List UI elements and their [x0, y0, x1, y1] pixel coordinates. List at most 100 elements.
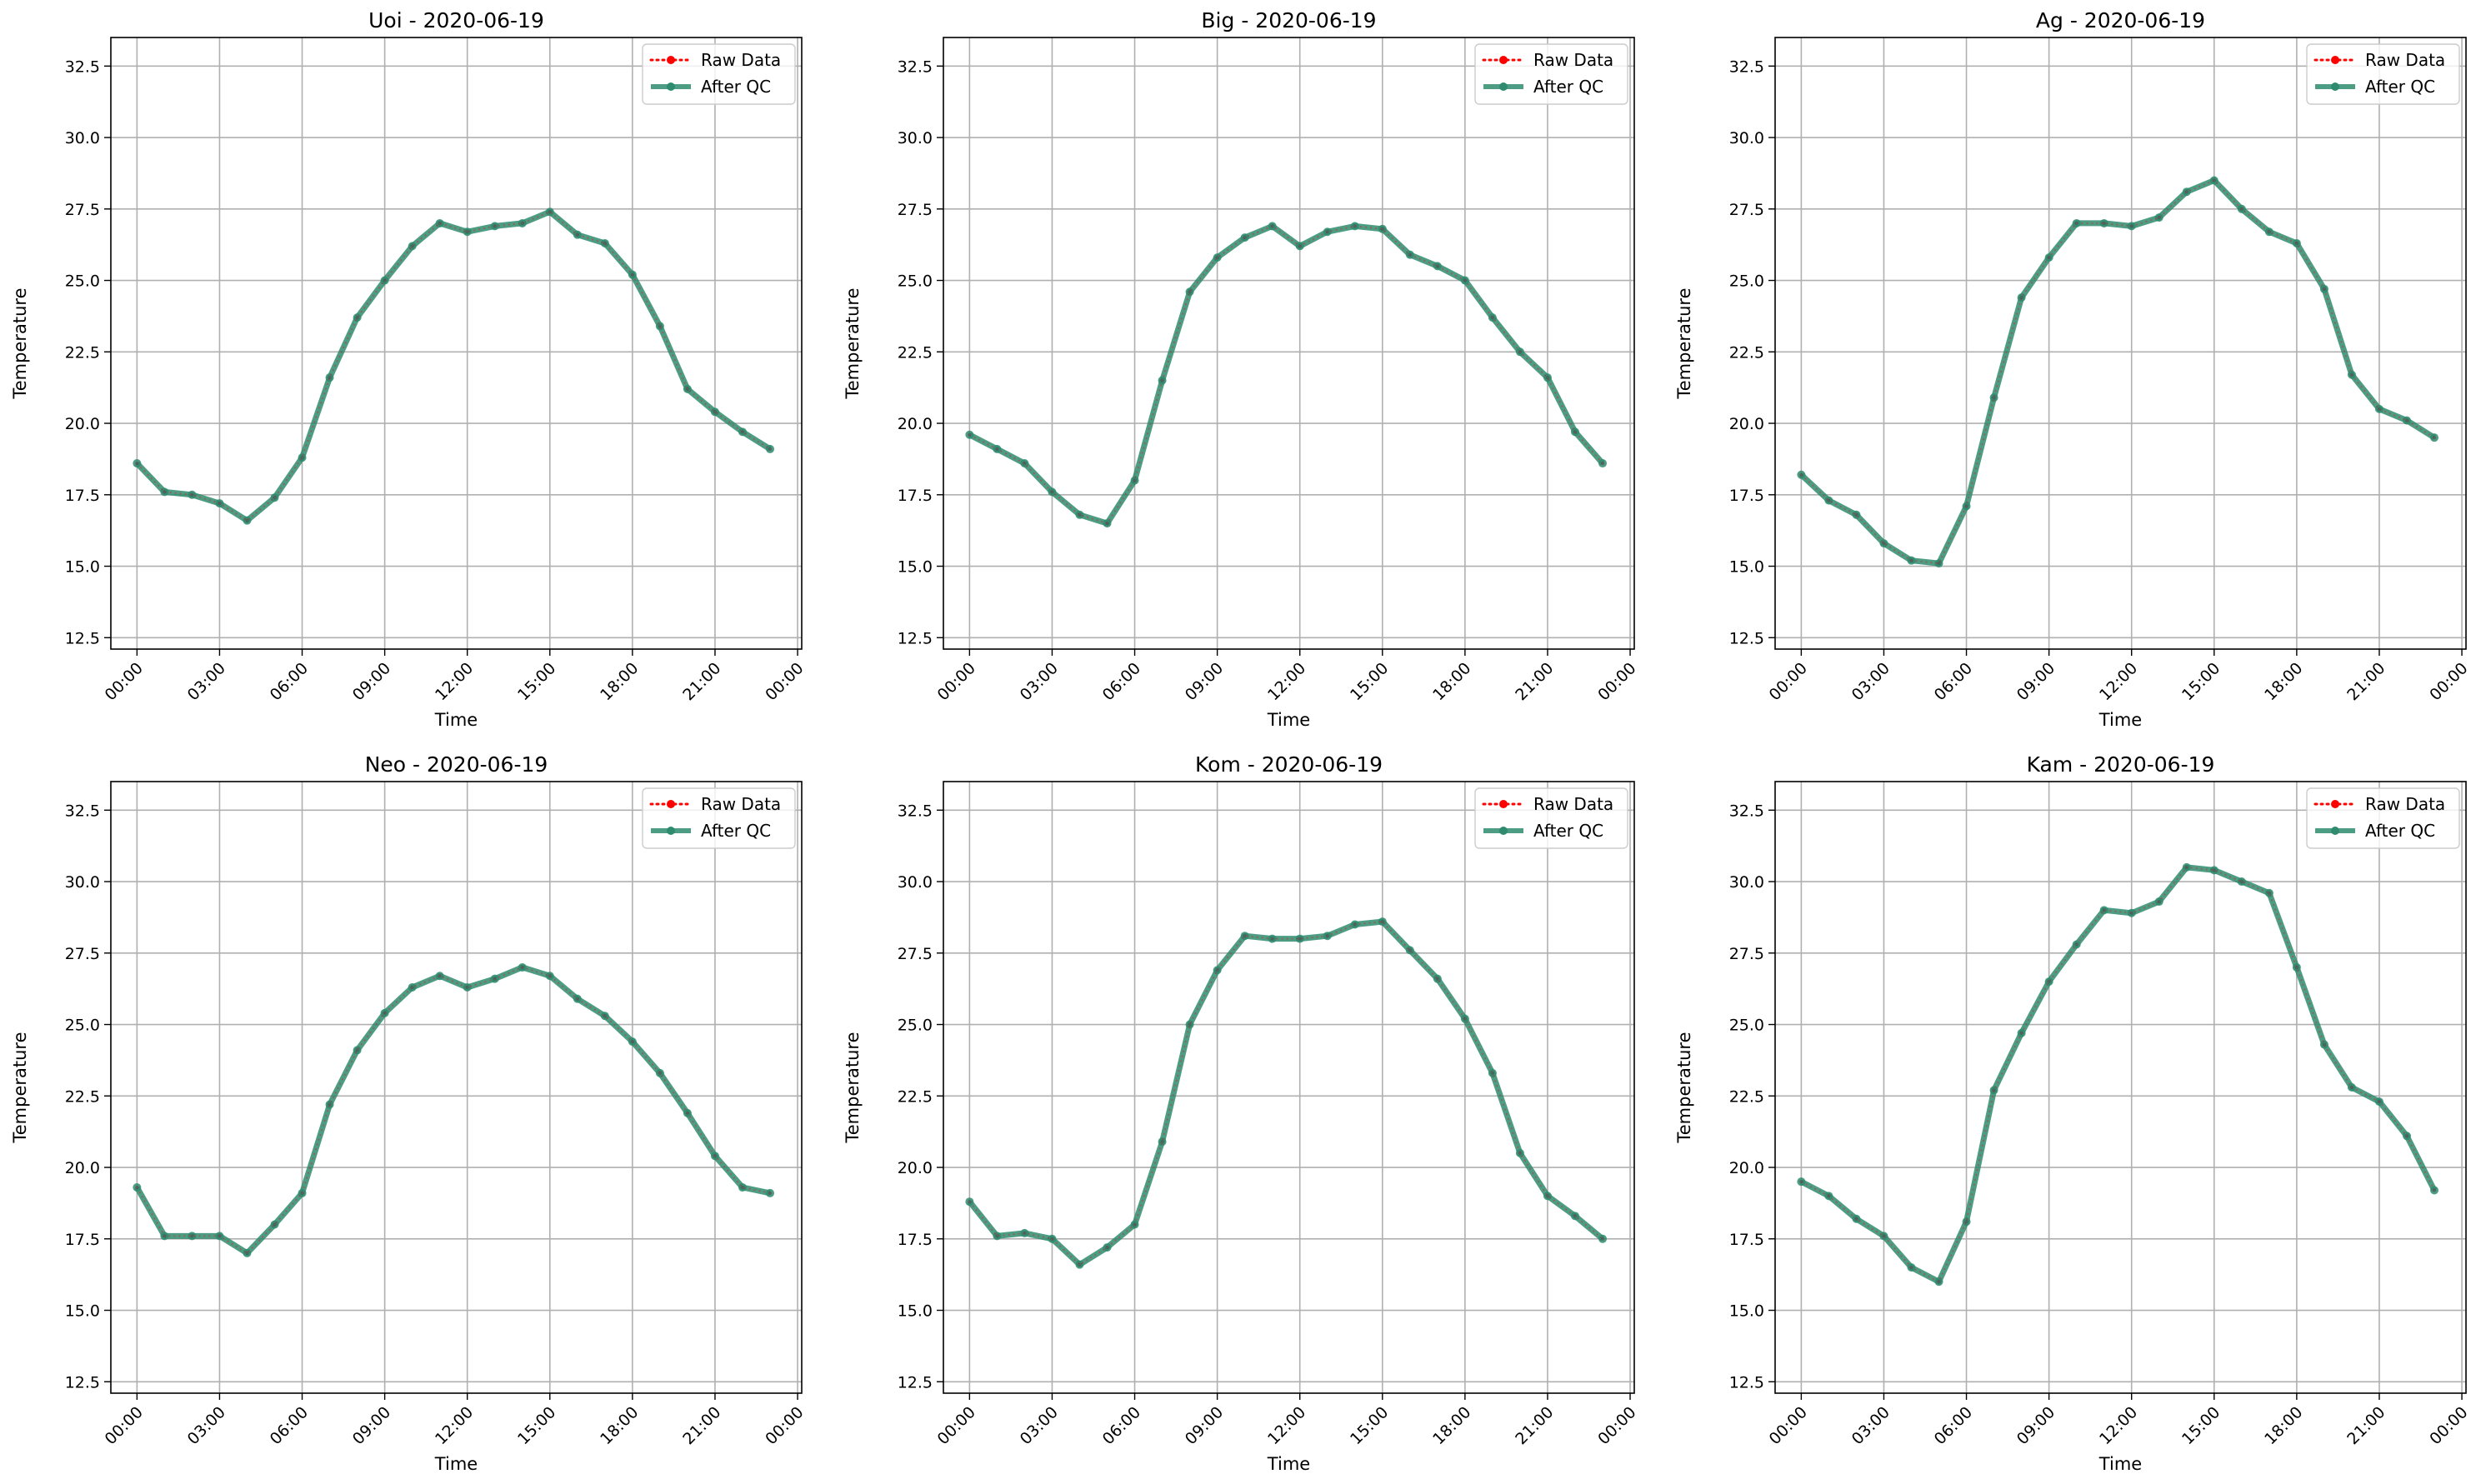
- point-raw-data: [2212, 178, 2216, 182]
- point-raw-data: [1854, 1217, 1858, 1221]
- point-raw-data: [1243, 235, 1247, 240]
- point-raw-data: [1160, 378, 1164, 382]
- point-raw-data: [1909, 558, 1913, 562]
- y-tick-label: 22.5: [1729, 1087, 1764, 1106]
- point-raw-data: [2322, 287, 2327, 292]
- point-raw-data: [1353, 224, 1357, 228]
- point-raw-data: [2239, 879, 2244, 884]
- y-tick-label: 22.5: [898, 1087, 933, 1106]
- plot-area: [1797, 176, 2439, 568]
- y-axis: 12.5 15.0 17.5 20.0 22.5 25.0 27.5 30.0 32.5: [65, 57, 111, 647]
- point-raw-data: [1050, 1237, 1054, 1241]
- point-raw-data: [2184, 865, 2188, 870]
- y-axis-label: Temperature: [1674, 287, 1694, 399]
- y-tick-label: 15.0: [898, 558, 933, 577]
- y-tick-label: 25.0: [1729, 272, 1764, 291]
- point-raw-data: [2102, 221, 2106, 226]
- y-axis-label: Temperature: [10, 287, 30, 399]
- point-raw-data: [1160, 1139, 1164, 1144]
- legend-marker-after-qc: [2331, 827, 2339, 835]
- y-tick-label: 20.0: [898, 415, 933, 433]
- y-tick-label: 30.0: [65, 873, 100, 892]
- point-raw-data: [300, 1191, 304, 1196]
- series-line-raw-data: [968, 921, 1603, 1266]
- legend: Raw Data After QC: [642, 43, 796, 105]
- point-raw-data: [438, 974, 442, 978]
- point-raw-data: [1463, 1017, 1468, 1021]
- y-tick-label: 15.0: [1729, 558, 1764, 577]
- y-tick-label: 20.0: [1729, 1159, 1764, 1177]
- y-tick-label: 22.5: [898, 343, 933, 362]
- point-raw-data: [245, 1251, 249, 1256]
- point-raw-data: [465, 230, 469, 234]
- x-axis-label: Time: [1267, 1454, 1310, 1474]
- series-line-raw-data: [1800, 179, 2435, 565]
- point-raw-data: [1215, 968, 1219, 972]
- point-raw-data: [1435, 977, 1440, 981]
- y-tick-label: 32.5: [65, 802, 100, 820]
- series-line-after-qc: [1799, 177, 2436, 567]
- point-raw-data: [1490, 1071, 1495, 1076]
- point-raw-data: [1380, 227, 1384, 232]
- y-tick-label: 27.5: [1729, 201, 1764, 219]
- legend: Raw Data After QC: [1474, 787, 1628, 849]
- y-tick-label: 22.5: [65, 343, 100, 362]
- y-tick-label: 17.5: [65, 1231, 100, 1249]
- point-raw-data: [2239, 207, 2244, 211]
- point-raw-data: [1408, 948, 1413, 952]
- y-axis: 12.5 15.0 17.5 20.0 22.5 25.0 27.5 30.0 32.5: [65, 802, 111, 1392]
- legend-marker-after-qc: [1499, 827, 1508, 835]
- point-raw-data: [328, 375, 332, 380]
- point-raw-data: [2157, 899, 2161, 904]
- x-axis-label: Time: [434, 710, 478, 730]
- point-raw-data: [713, 1154, 718, 1158]
- point-raw-data: [630, 272, 635, 277]
- y-tick-label: 27.5: [898, 945, 933, 963]
- legend-label-raw-data: Raw Data: [701, 794, 781, 814]
- y-tick-label: 32.5: [1729, 57, 1764, 76]
- point-raw-data: [2322, 1042, 2327, 1047]
- legend-marker-after-qc: [1499, 82, 1508, 91]
- point-raw-data: [355, 315, 359, 320]
- legend: Raw Data After QC: [1474, 43, 1628, 105]
- point-raw-data: [1545, 375, 1550, 380]
- point-raw-data: [968, 1199, 972, 1204]
- legend-label-after-qc: After QC: [1533, 77, 1603, 97]
- point-raw-data: [548, 210, 552, 214]
- point-raw-data: [1573, 1214, 1578, 1218]
- point-raw-data: [163, 490, 167, 494]
- y-axis-label: Temperature: [10, 1032, 30, 1143]
- plot-frame: [1774, 37, 2467, 650]
- y-tick-label: 17.5: [65, 487, 100, 505]
- plot-area: [1797, 862, 2439, 1287]
- point-raw-data: [1298, 937, 1302, 941]
- point-raw-data: [300, 455, 304, 460]
- point-raw-data: [1964, 504, 1968, 508]
- point-raw-data: [2047, 255, 2051, 260]
- y-tick-label: 32.5: [898, 802, 933, 820]
- y-tick-label: 30.0: [1729, 873, 1764, 892]
- y-tick-label: 15.0: [65, 558, 100, 577]
- point-raw-data: [410, 244, 414, 248]
- y-tick-label: 17.5: [1729, 1231, 1764, 1249]
- point-raw-data: [768, 447, 773, 452]
- y-tick-label: 20.0: [898, 1159, 933, 1177]
- x-axis-label: Time: [2098, 1454, 2142, 1474]
- legend-marker-raw-data: [667, 800, 675, 808]
- grid: [1775, 782, 2466, 1393]
- y-tick-label: 20.0: [65, 415, 100, 433]
- plot-frame: [110, 781, 803, 1394]
- point-raw-data: [2349, 1085, 2354, 1090]
- series-line-after-qc: [1799, 864, 2438, 1285]
- point-raw-data: [1188, 1022, 1192, 1027]
- point-raw-data: [383, 278, 387, 282]
- point-raw-data: [2294, 965, 2299, 970]
- y-tick-label: 30.0: [1729, 129, 1764, 147]
- point-raw-data: [1490, 315, 1495, 320]
- point-raw-data: [328, 1102, 332, 1107]
- point-raw-data: [1023, 461, 1027, 466]
- point-raw-data: [2019, 1031, 2023, 1036]
- y-tick-label: 32.5: [1729, 802, 1764, 820]
- point-raw-data: [273, 496, 277, 500]
- y-tick-label: 12.5: [898, 629, 933, 647]
